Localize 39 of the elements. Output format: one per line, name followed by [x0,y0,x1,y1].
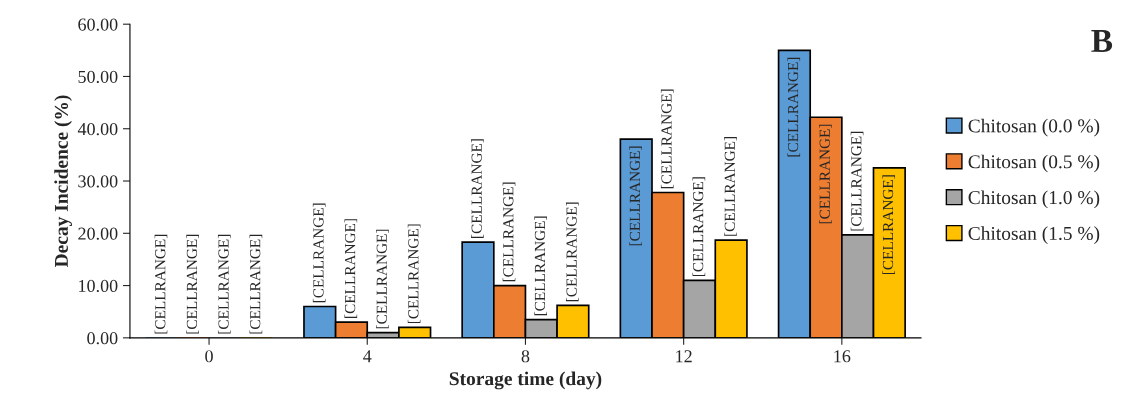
data-label: [CELLRANGE] [692,177,706,277]
data-label: [CELLRANGE] [217,234,231,334]
data-label: [CELLRANGE] [660,89,674,189]
y-tick-label: 50.00 [78,70,118,83]
legend-label: Chitosan (1.0 %) [968,190,1100,209]
x-axis-title: Storage time (day) [449,371,602,390]
data-label: [CELLRANGE] [344,219,358,318]
y-axis-title: Decay Incidence (%) [54,95,72,268]
data-label: [CELLRANGE] [534,216,547,316]
data-label: [CELLRANGE] [787,57,801,157]
data-label: [CELLRANGE] [502,182,516,282]
text: B [1091,30,1113,52]
data-label: [CELLRANGE] [471,139,484,238]
x-tick-label: 12 [676,350,692,363]
data-label: [CELLRANGE] [312,203,326,303]
x-tick-label: 16 [834,350,851,363]
data-label: [CELLRANGE] [850,131,864,231]
y-tick-label: 60.00 [78,18,118,31]
data-label: [CELLRANGE] [724,137,737,236]
data-label: [CELLRANGE] [186,234,199,334]
y-tick-label: 30.00 [78,175,118,188]
data-label: [CELLRANGE] [407,224,421,324]
data-label: [CELLRANGE] [629,146,642,246]
legend-label: Chitosan (0.5 %) [968,154,1100,173]
y-tick-label: 40.00 [77,123,118,136]
data-label: [CELLRANGE] [376,229,389,329]
legend-label: Chitosan (1.5 %) [968,226,1100,244]
y-tick-label: 10.00 [79,279,118,293]
x-tick-label: 4 [363,350,372,363]
data-label: [CELLRANGE] [249,234,263,334]
data-label: [CELLRANGE] [882,175,896,275]
y-tick-label: 20.00 [78,227,118,240]
data-label: [CELLRANGE] [819,124,832,224]
data-label: [CELLRANGE] [154,234,168,334]
legend-label: Chitosan (0.0 %) [968,118,1100,137]
x-tick-label: 8 [521,350,530,363]
x-tick-label: 0 [205,350,213,363]
data-label: [CELLRANGE] [565,202,579,302]
y-tick-label: 0.00 [87,332,118,345]
